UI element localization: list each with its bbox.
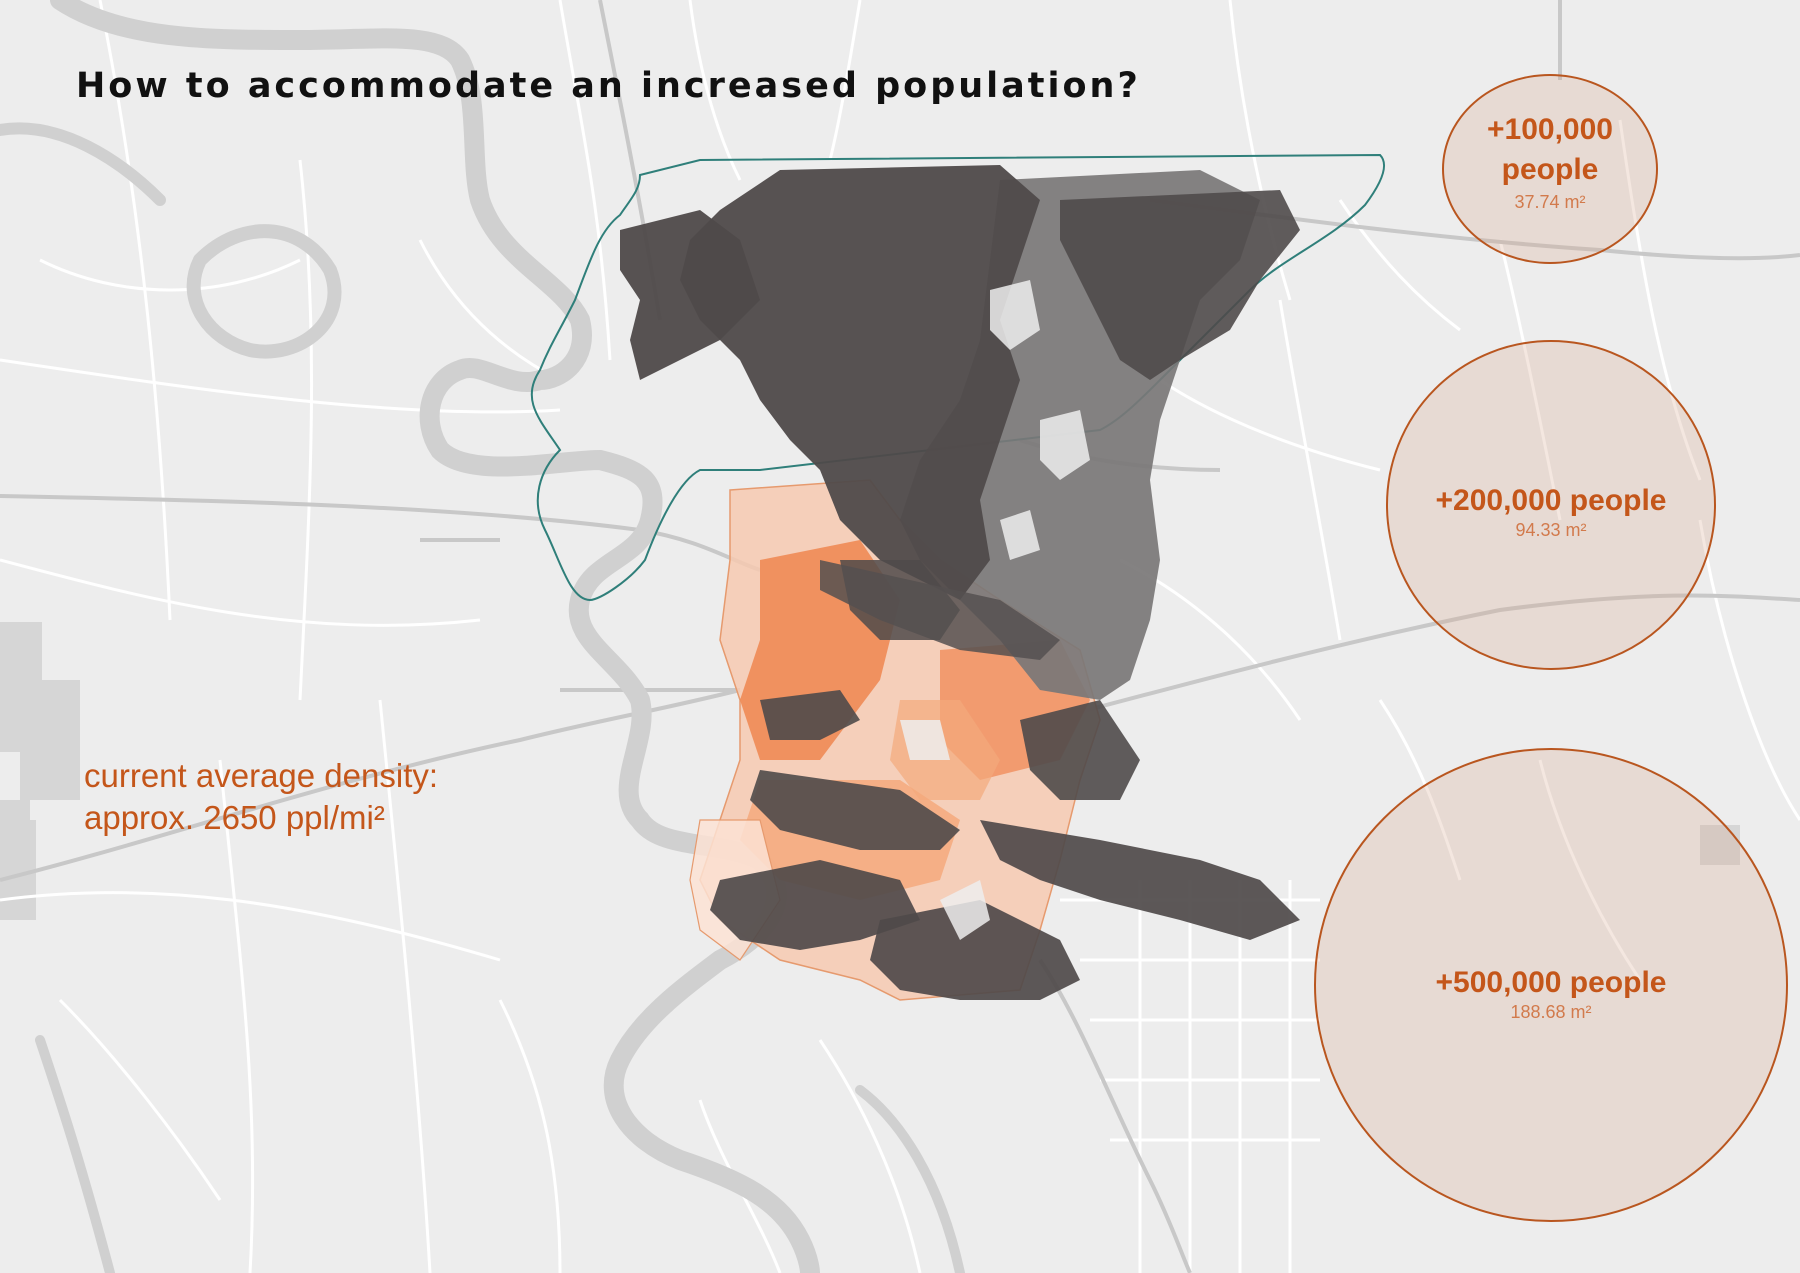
bubble-200k-area: 94.33 m² (1515, 520, 1587, 540)
density-line-2: approx. 2650 ppl/mi² (84, 799, 385, 836)
page-title: How to accommodate an increased populati… (76, 66, 1141, 106)
bubble-100k-count-line-1: +100,000 (1487, 113, 1613, 146)
bubble-500k-count: +500,000 people (1435, 966, 1667, 999)
bubble-100k-area: 37.74 m² (1514, 192, 1586, 212)
bubble-500k: +500,000 people 188.68 m² (1314, 748, 1788, 1222)
density-line-1: current average density: (84, 757, 439, 794)
bubble-100k-count-line-2: people (1501, 153, 1599, 186)
parish-boundary (530, 153, 1385, 602)
bubble-100k: +100,000 people 37.74 m² (1442, 74, 1658, 264)
bubble-500k-area: 188.68 m² (1510, 1002, 1592, 1022)
bubble-200k-count: +200,000 people (1435, 484, 1667, 517)
river (0, 0, 965, 1273)
flood-gaps (900, 280, 1090, 940)
density-label: current average density: approx. 2650 pp… (84, 755, 438, 839)
bubble-200k: +200,000 people 94.33 m² (1386, 340, 1716, 670)
